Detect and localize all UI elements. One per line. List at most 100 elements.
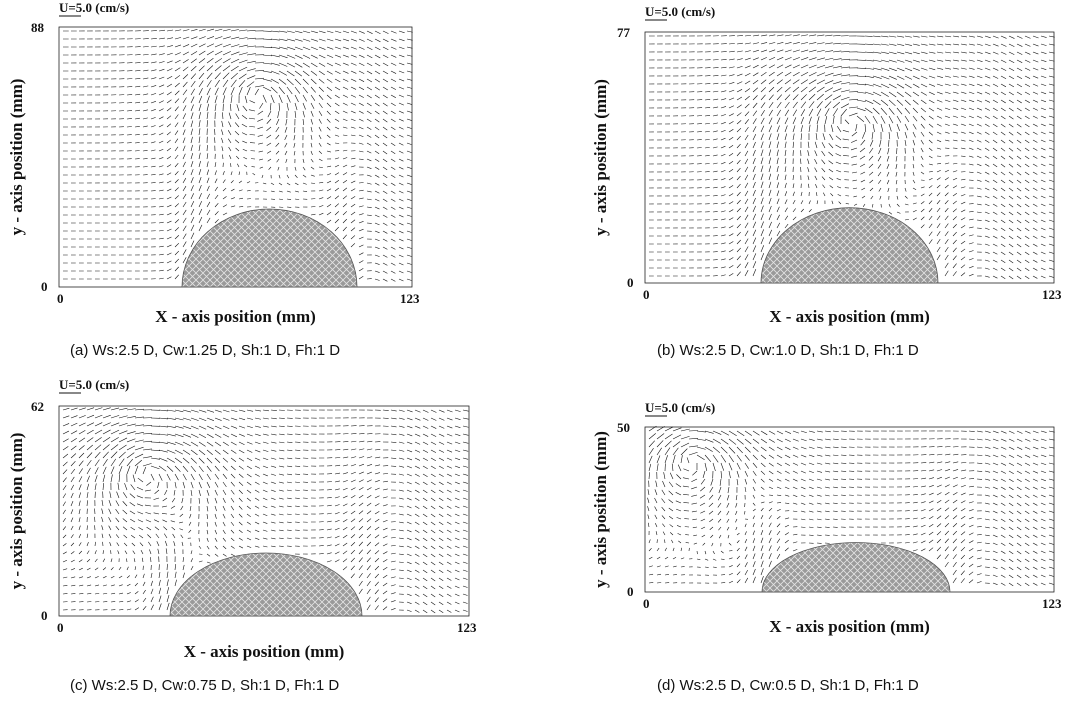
velocity-vector-1087 (438, 545, 444, 550)
velocity-vector-1189 (398, 86, 405, 90)
velocity-vector-459 (760, 229, 764, 237)
velocity-vector-671 (952, 562, 957, 568)
velocity-vector-901 (318, 102, 323, 109)
obstacle-shape (761, 542, 951, 593)
velocity-vector-1195 (992, 235, 998, 239)
velocity-vector-741 (984, 486, 990, 489)
velocity-vector-345 (166, 465, 174, 472)
velocity-vector-951 (928, 215, 933, 221)
velocity-vector-554 (198, 152, 201, 160)
velocity-vector-37 (70, 492, 74, 499)
velocity-vector-177 (110, 575, 115, 579)
velocity-vector-1158 (984, 187, 990, 191)
velocity-vector-424 (188, 529, 192, 533)
velocity-vector-444 (840, 454, 847, 456)
velocity-vector-786 (872, 203, 874, 208)
velocity-vector-217 (728, 565, 733, 568)
velocity-vector-283 (142, 589, 146, 595)
velocity-vector-675 (830, 193, 834, 197)
velocity-vector-402 (816, 470, 823, 473)
velocity-vector-19 (648, 582, 654, 584)
velocity-vector-1048 (358, 236, 364, 240)
velocity-vector-320 (158, 473, 163, 481)
velocity-vector-765 (872, 35, 881, 38)
velocity-vector-959 (334, 172, 340, 176)
velocity-vector-582 (912, 517, 918, 520)
velocity-vector-1218 (1000, 171, 1006, 176)
velocity-vector-372 (800, 470, 806, 474)
velocity-vector-1378 (1040, 211, 1046, 215)
velocity-vector-570 (800, 72, 809, 77)
velocity-vector-922 (326, 78, 333, 83)
velocity-vector-327 (154, 526, 160, 531)
velocity-vector-663 (832, 95, 841, 101)
velocity-vector-454 (760, 189, 764, 197)
velocity-vector-198 (115, 534, 120, 539)
velocity-vector-1063 (430, 561, 436, 566)
velocity-vector-1206 (1000, 75, 1007, 79)
velocity-vector-351 (161, 513, 168, 515)
velocity-vector-419 (166, 52, 173, 56)
velocity-vector-329 (728, 185, 734, 189)
velocity-vector-354 (736, 135, 741, 141)
velocity-vector-624 (936, 469, 943, 472)
velocity-vector-907 (920, 67, 928, 71)
velocity-vector-1248 (1008, 163, 1014, 168)
velocity-vector-1177 (390, 246, 396, 250)
velocity-vector-545 (792, 64, 800, 69)
velocity-vector-1194 (992, 227, 998, 231)
velocity-vector-573 (800, 94, 807, 101)
velocity-vector-60 (672, 427, 682, 432)
velocity-vector-488 (768, 229, 772, 237)
velocity-vector-300 (768, 430, 776, 435)
velocity-vector-173 (710, 534, 714, 538)
velocity-vector-1240 (406, 238, 412, 241)
velocity-vector-626 (814, 150, 818, 157)
velocity-vector-676 (235, 147, 240, 152)
velocity-vector-626 (278, 481, 284, 484)
velocity-vector-710 (844, 119, 850, 125)
velocity-vector-828 (294, 78, 302, 86)
velocity-vector-933 (390, 560, 396, 563)
velocity-vector-274 (752, 538, 756, 544)
velocity-vector-492 (776, 49, 784, 53)
velocity-vector-828 (358, 533, 364, 539)
velocity-vector-929 (390, 529, 396, 531)
velocity-vector-502 (776, 125, 780, 133)
y-tick-label-min: 0 (627, 584, 634, 599)
velocity-vector-311 (150, 604, 154, 611)
velocity-vector-11 (647, 514, 650, 520)
velocity-vector-126 (94, 584, 100, 587)
velocity-vector-273 (137, 511, 144, 515)
velocity-vector-914 (920, 123, 925, 129)
velocity-vector-55 (664, 547, 667, 552)
velocity-vector-815 (888, 83, 897, 89)
velocity-vector-499 (182, 177, 187, 184)
velocity-vector-307 (768, 486, 774, 490)
velocity-vector-240 (744, 430, 752, 436)
velocity-vector-493 (222, 441, 229, 446)
velocity-vector-439 (760, 72, 767, 77)
velocity-vector-1053 (358, 276, 364, 280)
velocity-vector-1058 (430, 521, 436, 526)
velocity-vector-106 (682, 477, 690, 480)
velocity-vector-884 (912, 75, 920, 80)
velocity-vector-558 (246, 513, 251, 518)
velocity-vector-401 (744, 262, 749, 269)
velocity-vector-328 (776, 508, 781, 512)
velocity-vector-319 (776, 438, 783, 443)
velocity-vector-1058 (366, 62, 373, 67)
velocity-vector-285 (720, 82, 727, 85)
velocity-vector-503 (182, 209, 187, 216)
velocity-vector-843 (366, 464, 373, 467)
velocity-vector-275 (138, 527, 144, 531)
y-tick-label-min: 0 (41, 608, 48, 623)
velocity-vector-422 (752, 181, 756, 189)
velocity-vector-569 (800, 64, 809, 69)
velocity-vector-773 (342, 441, 349, 443)
velocity-vector-747 (864, 67, 874, 70)
velocity-vector-649 (228, 112, 232, 120)
velocity-vector-430 (832, 454, 839, 457)
velocity-vector-547 (246, 425, 253, 429)
